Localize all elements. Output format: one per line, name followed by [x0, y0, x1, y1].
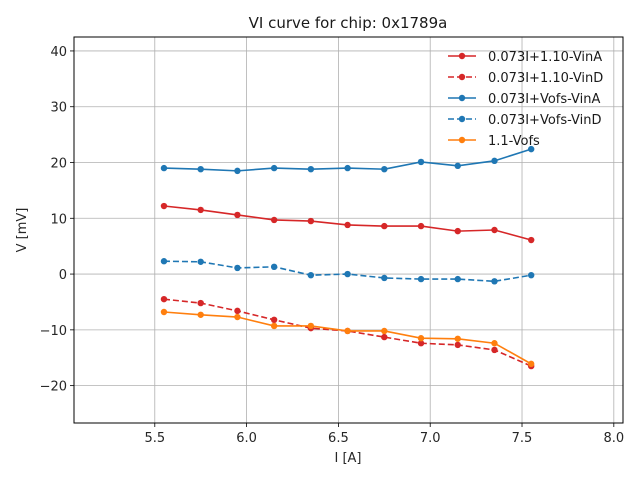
data-point — [417, 335, 425, 342]
series-line — [163, 311, 532, 365]
data-point — [491, 157, 498, 165]
legend-item: 1.1-Vofs — [448, 134, 540, 149]
data-point — [197, 311, 204, 318]
data-point — [417, 158, 425, 166]
legend-swatch-marker — [458, 73, 466, 81]
x-tick-label: 5.5 — [144, 431, 165, 446]
data-point — [270, 164, 278, 172]
legend-label: 0.073I+1.10-VinA — [488, 50, 602, 65]
legend-swatch-marker — [458, 136, 466, 144]
y-tick-label: −10 — [40, 324, 67, 339]
data-point — [344, 270, 351, 278]
chart-title: VI curve for chip: 0x1789a — [249, 14, 448, 32]
data-point — [344, 327, 351, 335]
legend-label: 0.073I+Vofs-VinD — [488, 113, 602, 128]
data-point — [344, 221, 351, 229]
data-point — [234, 264, 241, 272]
x-tick-label: 6.0 — [236, 431, 257, 446]
plot-frame — [73, 36, 624, 424]
x-tick-label: 8.0 — [603, 431, 624, 446]
legend-item: 0.073I+1.10-VinD — [448, 71, 603, 86]
legend: 0.073I+1.10-VinA 0.073I+1.10-VinD 0.073I+V… — [448, 50, 603, 149]
data-point — [491, 340, 498, 347]
data-point — [160, 164, 168, 172]
x-tick-label: 6.5 — [328, 431, 349, 446]
data-point — [197, 165, 204, 173]
data-point — [417, 340, 425, 347]
series-line — [163, 298, 532, 367]
x-tick-label: 7.0 — [420, 431, 441, 446]
data-point — [307, 165, 315, 173]
x-tick-label: 7.5 — [512, 431, 533, 446]
data-point — [454, 275, 461, 283]
data-point — [381, 274, 388, 282]
y-tick-label: 20 — [50, 157, 67, 172]
data-point — [454, 335, 461, 342]
series-0 — [160, 202, 535, 244]
data-point — [197, 299, 204, 307]
x-axis-label: I [A] — [334, 451, 361, 466]
data-point — [344, 164, 351, 172]
series-4 — [160, 308, 535, 368]
y-tick-label: 10 — [50, 212, 67, 227]
data-point — [454, 341, 461, 349]
data-point — [417, 222, 425, 230]
data-point — [454, 162, 461, 170]
data-point — [381, 222, 388, 230]
data-point — [197, 258, 204, 265]
data-point — [270, 216, 278, 224]
legend-swatch-marker — [458, 52, 466, 60]
y-axis-label: V [mV] — [15, 208, 30, 253]
data-point — [234, 167, 241, 175]
legend-swatch-marker — [458, 115, 466, 123]
data-point — [527, 271, 535, 279]
data-point — [491, 226, 498, 234]
data-point — [270, 263, 278, 271]
legend-label: 0.073I+1.10-VinD — [488, 71, 603, 86]
data-point — [234, 307, 241, 315]
data-point — [417, 275, 425, 283]
legend-item: 0.073I+1.10-VinA — [448, 50, 602, 65]
series-2 — [160, 145, 535, 175]
legend-label: 0.073I+Vofs-VinA — [488, 92, 601, 107]
data-point — [381, 165, 388, 173]
legend-label: 1.1-Vofs — [488, 134, 540, 149]
data-point — [381, 327, 388, 335]
data-point — [307, 271, 315, 279]
data-point — [234, 211, 241, 219]
data-point — [454, 227, 461, 235]
data-point — [234, 313, 241, 321]
data-point — [491, 346, 498, 354]
data-point — [381, 333, 388, 341]
legend-swatch-marker — [458, 94, 466, 102]
data-point — [270, 322, 278, 330]
data-point — [307, 322, 315, 330]
data-point — [527, 236, 535, 244]
y-tick-label: 30 — [50, 101, 67, 116]
data-point — [160, 202, 168, 210]
y-tick-label: −20 — [40, 380, 67, 395]
legend-item: 0.073I+Vofs-VinD — [448, 113, 602, 128]
data-point — [307, 217, 315, 225]
data-point — [527, 145, 535, 153]
data-point — [527, 360, 535, 368]
data-point — [491, 278, 498, 285]
y-tick-label: 0 — [59, 268, 67, 283]
series-layer — [160, 145, 535, 370]
data-point — [197, 206, 204, 214]
data-point — [160, 258, 168, 265]
data-point — [160, 295, 168, 303]
y-tick-label: 40 — [50, 45, 67, 60]
legend-item: 0.073I+Vofs-VinA — [448, 92, 601, 107]
data-point — [270, 316, 278, 324]
data-point — [160, 308, 168, 316]
x-axis: 5.5 6.0 6.5 7.0 7.5 8.0 — [144, 423, 624, 446]
series-3 — [160, 258, 535, 285]
y-axis: −20 −10 0 10 20 30 40 — [40, 45, 74, 395]
